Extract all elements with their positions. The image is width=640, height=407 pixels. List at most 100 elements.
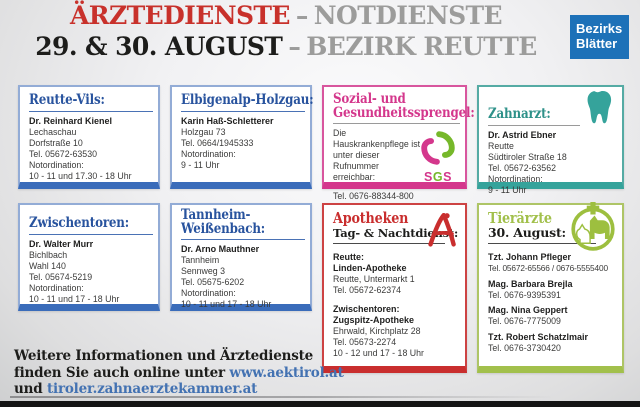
logo-line-1: Bezirks xyxy=(576,21,623,36)
title-line-2: 29. & 30. AUGUST – BEZIRK REUTTE xyxy=(0,31,572,62)
phone-line: Tel. 05673-2274 xyxy=(333,337,397,347)
title-divider xyxy=(333,123,460,124)
sgs-swirl-icon xyxy=(421,131,455,165)
hours-line: 10 - 11 und 17 - 18 Uhr xyxy=(181,299,272,309)
card-subtitle: 30. August: xyxy=(488,225,566,240)
doctor-name: Dr. Astrid Ebner xyxy=(488,130,557,140)
card-tannheim-weissenbach: Tannheim- Weißenbach: Dr. Arno Mauthner … xyxy=(170,203,312,311)
card-title-line1: Sozial- und xyxy=(333,91,406,107)
pharmacy-region: Reutte: xyxy=(333,252,364,262)
info-line: Ehrwald, Kirchplatz 28 xyxy=(333,326,421,336)
card-title: Apotheken xyxy=(333,210,409,227)
info-line: Notordination: xyxy=(181,288,236,298)
footer-divider xyxy=(10,396,555,398)
info-line: Notordination: xyxy=(29,160,84,170)
card-title: Zwischentoren: xyxy=(29,215,129,231)
card-title-line2: Weißenbach: xyxy=(181,220,265,237)
title-bezirk-reutte: BEZIRK REUTTE xyxy=(306,32,537,61)
card-zahnarzt: Zahnarzt: Dr. Astrid Ebner Reutte Südtir… xyxy=(477,85,624,195)
page-header: ÄRZTEDIENSTE – NOTDIENSTE 29. & 30. AUGUST… xyxy=(0,0,572,62)
info-line: Südtiroler Straße 18 xyxy=(488,152,567,162)
bezirksblaetter-logo: Bezirks Blätter xyxy=(570,15,629,59)
hours-line: 10 - 11 und 17 - 18 Uhr xyxy=(29,294,120,304)
tooth-icon xyxy=(585,89,617,131)
info-line: Reutte xyxy=(488,141,514,151)
info-line: Bichlbach xyxy=(29,250,68,260)
footer-line-2: finden Sie auch online unter www.aektiro… xyxy=(14,364,344,381)
phone-line: Tel. 05672-63530 xyxy=(29,149,97,159)
footer-line-3: und tiroler.zahnaerztekammer.at xyxy=(14,381,258,397)
pharmacy-name: Zugspitz-Apotheke xyxy=(333,315,414,325)
phone-line: Tel. 05672-62374 xyxy=(333,285,401,295)
card-title: Tierärzte xyxy=(488,210,552,227)
vet-name: Tzt. Robert Schatzlmair xyxy=(488,331,589,342)
phone-line: Tel. 05672-63562 xyxy=(488,163,556,173)
pharmacy-region: Zwischentoren: xyxy=(333,304,400,314)
info-line: Sennweg 3 xyxy=(181,266,226,276)
title-divider xyxy=(488,125,580,126)
card-subtitle: Tag- & Nachtdienst: xyxy=(333,226,459,240)
vet-name: Tzt. Johann Pfleger xyxy=(488,252,572,262)
info-line: Holzgau 73 xyxy=(181,127,226,137)
title-date: 29. & 30. AUGUST xyxy=(35,32,283,61)
sgs-logo: SGS xyxy=(416,131,460,183)
subtitle-divider xyxy=(488,243,596,244)
body-text: Die Hauskrankenpflege ist unter dieser R… xyxy=(333,128,421,182)
vet-entry: Tzt. Robert Schatzlmair Tel. 0676-373042… xyxy=(488,332,617,354)
phone-line: Tel. 0676-7775009 xyxy=(488,316,561,326)
info-line: Wahl 140 xyxy=(29,261,66,271)
info-line: Tannheim xyxy=(181,255,220,265)
pharmacy-name: Linden-Apotheke xyxy=(333,263,407,273)
footer-info: Weitere Informationen und Ärztedienste f… xyxy=(14,348,344,398)
card-apotheken: Apotheken Tag- & Nachtdienst: Reutte: Li… xyxy=(322,203,467,373)
title-line-1: ÄRZTEDIENSTE – NOTDIENSTE xyxy=(0,0,572,31)
info-line: Lechaschau xyxy=(29,127,77,137)
subtitle-divider xyxy=(333,243,445,244)
info-line: Dorfstraße 10 xyxy=(29,138,83,148)
card-title: Zahnarzt: xyxy=(488,106,551,122)
hours-line: 9 - 11 Uhr xyxy=(181,160,220,170)
apotheke-a-icon xyxy=(425,211,458,252)
hours-line: 10 - 11 und 17.30 - 18 Uhr xyxy=(29,171,132,181)
phone-line: Tel. 0676-88344-800 xyxy=(333,191,414,201)
card-title: Elbigenalp-Holzgau: xyxy=(181,92,314,108)
veterinary-icon xyxy=(568,201,618,258)
title-aerztedienste: ÄRZTEDIENSTE xyxy=(69,1,290,30)
phone-line: Tel. 0676-3730420 xyxy=(488,342,561,353)
title-divider xyxy=(29,234,153,235)
info-line: Notordination: xyxy=(488,174,543,184)
phone-line: Tel. 0664/1945333 xyxy=(181,138,254,148)
title-dash-2: – xyxy=(288,32,301,61)
phone-line: Tel. 0676-9395391 xyxy=(488,289,561,300)
title-divider xyxy=(181,111,305,112)
link-zahnaerztekammer[interactable]: tiroler.zahnaerztekammer.at xyxy=(46,381,258,397)
footer-line-1: Weitere Informationen und Ärztedienste xyxy=(14,348,314,364)
vet-name: Mag. Nina Geppert xyxy=(488,305,568,315)
vet-name: Mag. Barbara Brejla xyxy=(488,278,573,289)
card-zwischentoren: Zwischentoren: Dr. Walter Murr Bichlbach… xyxy=(18,203,160,311)
vet-entry: Mag. Barbara Brejla Tel. 0676-9395391 xyxy=(488,279,617,301)
bottom-bar xyxy=(0,401,640,407)
card-title-line1: Tannheim- xyxy=(181,207,251,223)
doctor-name: Dr. Reinhard Kienel xyxy=(29,116,113,126)
card-title: Reutte-Vils: xyxy=(29,92,105,108)
logo-line-2: Blätter xyxy=(576,35,618,51)
title-divider xyxy=(181,239,305,240)
info-line: Notordination: xyxy=(181,149,236,159)
card-elbigenalp-holzgau: Elbigenalp-Holzgau: Karin Haß-Schlettere… xyxy=(170,85,314,189)
hours-line: 9 - 11 Uhr xyxy=(488,185,527,195)
card-reutte-vils: Reutte-Vils: Dr. Reinhard Kienel Lechasc… xyxy=(18,85,160,189)
card-tieraerzte: Tierärzte 30. August: Tzt. Johann Pflege… xyxy=(477,201,624,373)
link-aektirol[interactable]: www.aektirol.at xyxy=(229,364,344,381)
phone-line: Tel. 05674-5219 xyxy=(29,272,93,282)
info-line: Notordination: xyxy=(29,283,84,293)
card-gesundheitssprengel: Sozial- und Gesundheitssprengel: Die Hau… xyxy=(322,85,475,201)
hours-line: 10 - 12 und 17 - 18 Uhr xyxy=(333,348,424,358)
phone-line: Tel. 05675-6202 xyxy=(181,277,245,287)
title-divider xyxy=(29,111,153,112)
doctor-name: Dr. Walter Murr xyxy=(29,239,94,249)
card-title-line2: Gesundheitssprengel: xyxy=(333,104,475,121)
doctor-name: Dr. Arno Mauthner xyxy=(181,244,260,254)
title-notdienste: NOTDIENSTE xyxy=(313,1,503,30)
